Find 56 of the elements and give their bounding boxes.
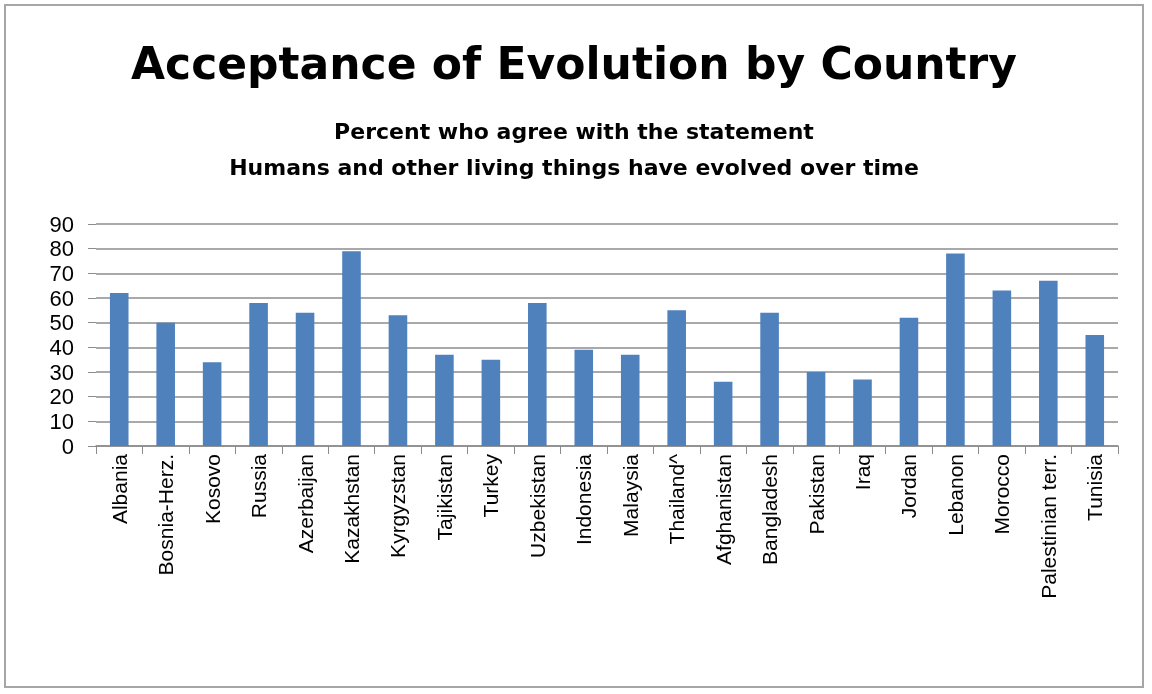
bar (342, 251, 361, 446)
bar (1085, 335, 1105, 446)
bar (713, 381, 733, 446)
x-tick-label: Iraq (851, 454, 874, 491)
x-tick-label: Lebanon (943, 454, 967, 536)
y-tick-label: 30 (49, 359, 74, 385)
x-tick-label: Malaysia (618, 453, 642, 537)
x-tick-label: Morocco (990, 454, 1014, 535)
x-tick-label: Indonesia (572, 453, 596, 546)
bar (760, 312, 779, 446)
y-tick-label: 90 (49, 211, 74, 237)
bar (202, 362, 222, 446)
x-tick-label: Palestinian terr. (1036, 454, 1060, 599)
bar (109, 293, 129, 446)
x-tick-label: Kyrgyzstan (386, 454, 410, 558)
y-tick-label: 60 (49, 285, 74, 311)
y-tick-label: 40 (49, 334, 74, 360)
bar (295, 312, 315, 446)
x-tick-label: Bangladesh (758, 454, 782, 565)
y-tick-label: 0 (61, 433, 74, 459)
x-tick-label: Russia (247, 453, 271, 519)
bar (899, 317, 919, 446)
x-tick-label: Uzbekistan (525, 454, 549, 558)
x-tick-label: Jordan (897, 454, 921, 519)
y-tick-label: 50 (49, 310, 74, 336)
bar (806, 372, 826, 446)
bar (667, 310, 686, 446)
x-tick-label: Tajikistan (432, 454, 456, 541)
bar (435, 354, 454, 446)
x-tick-label: Thailand^ (665, 453, 689, 545)
chart-title: Acceptance of Evolution by Country (131, 37, 1017, 89)
bar (620, 354, 640, 446)
y-tick-label: 70 (49, 260, 74, 286)
bar (853, 379, 872, 446)
x-tick-label: Afghanistan (711, 454, 735, 565)
bar (249, 302, 268, 446)
x-tick-label: Azerbaijan (293, 454, 317, 554)
x-tick-label: Tunisia (1083, 453, 1107, 521)
bar (528, 302, 547, 446)
bar (481, 359, 501, 446)
y-tick-label: 80 (49, 236, 74, 262)
x-tick-label: Bosnia-Herz. (154, 454, 178, 576)
bar (574, 349, 594, 446)
bar (156, 322, 175, 446)
chart-subtitle: Percent who agree with the statement Humans and other living things have evolved over time (229, 118, 919, 180)
x-tick-label: Turkey (479, 453, 503, 518)
x-tick-label: Kosovo (200, 454, 224, 525)
bar (992, 290, 1012, 446)
bar (1039, 280, 1058, 446)
bar (388, 315, 408, 446)
y-tick-label: 10 (49, 408, 74, 434)
y-tick-label: 20 (49, 384, 74, 410)
x-tick-label: Kazakhstan (340, 454, 363, 564)
x-tick-label: Pakistan (804, 454, 828, 535)
x-tick-label: Albania (107, 453, 131, 525)
bar (946, 253, 965, 446)
